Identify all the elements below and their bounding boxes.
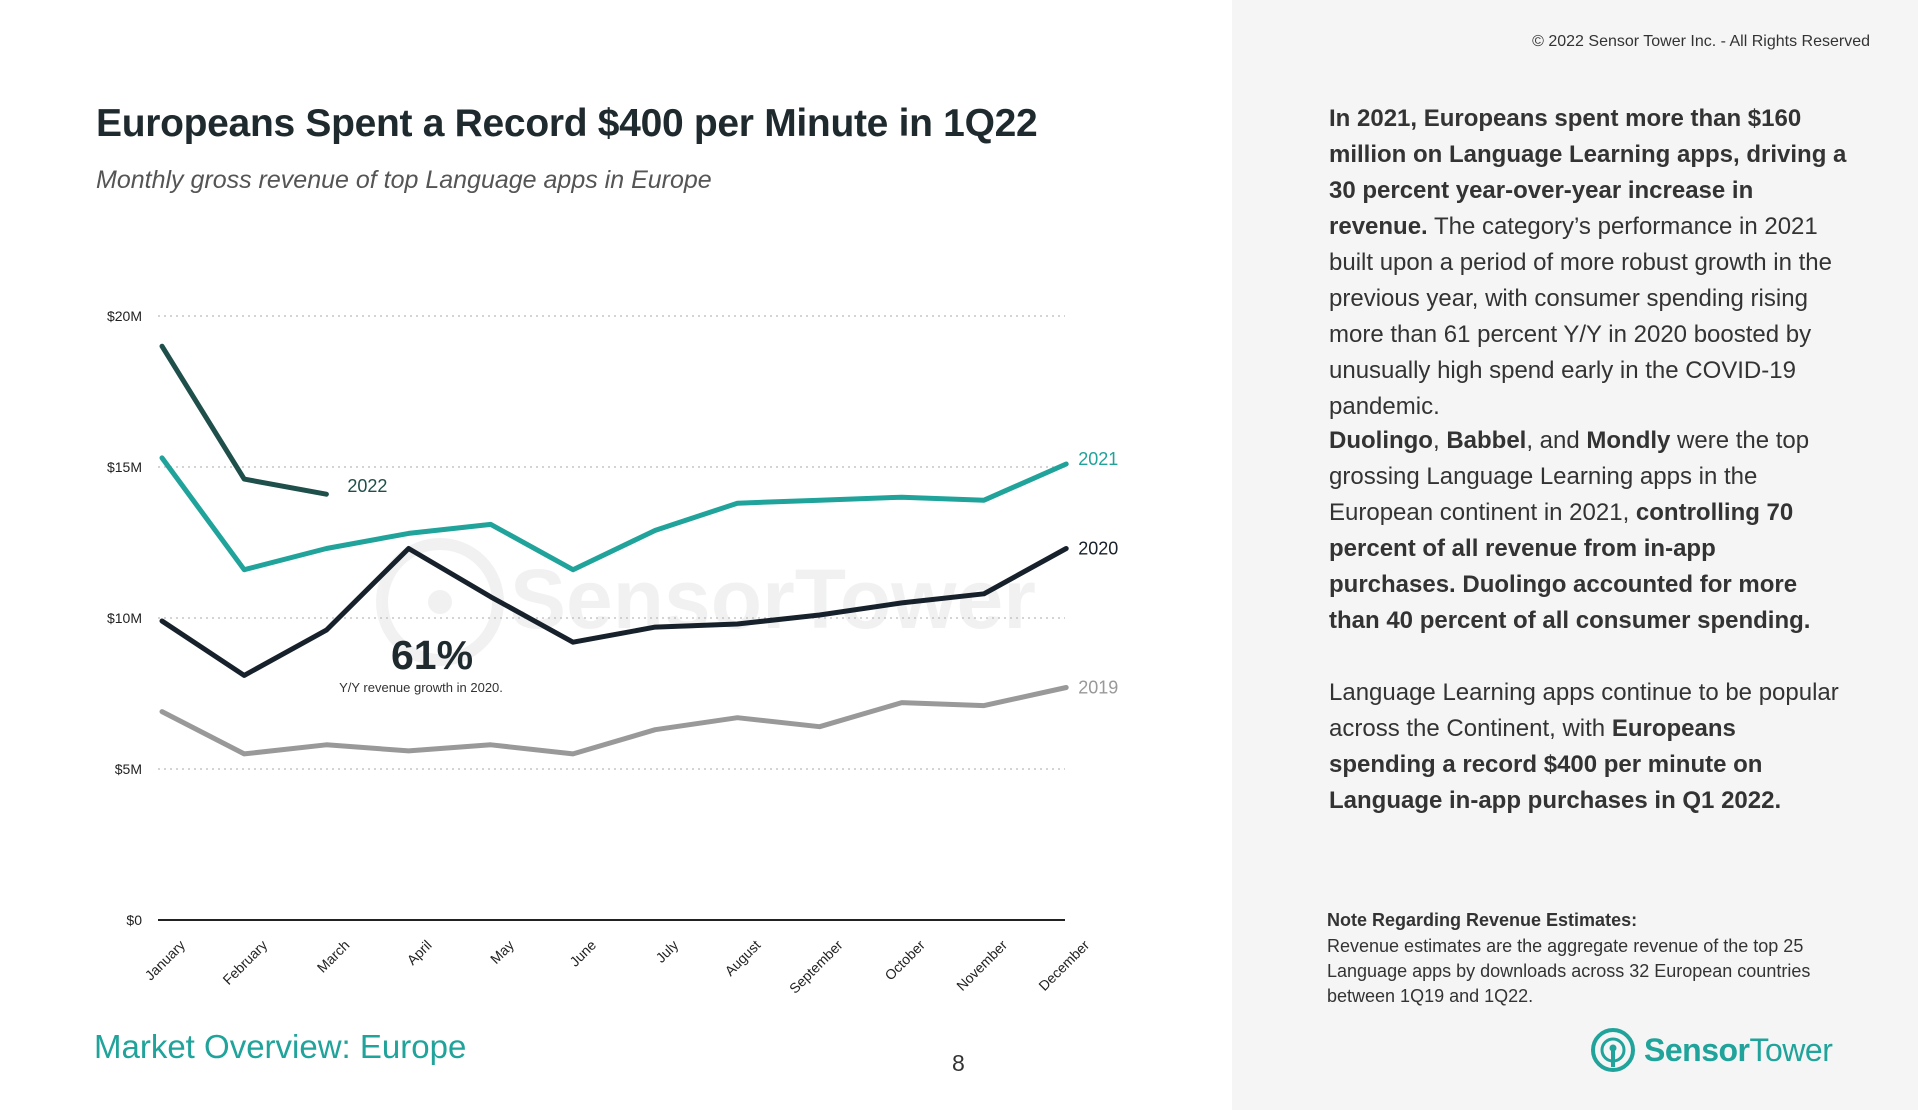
y-tick-label: $10M — [107, 610, 142, 626]
series-label-2021: 2021 — [1078, 449, 1118, 469]
chart-svg: SensorTower $0 $5M $10M $15M $20M January Febr… — [107, 308, 1118, 997]
summary-paragraph-1: In 2021, Europeans spent more than $160 … — [1329, 101, 1849, 425]
x-tick-label: November — [953, 937, 1010, 994]
y-tick-label: $0 — [126, 912, 142, 928]
paragraph-3-bold: Europeans spending a record $400 per min… — [1329, 715, 1782, 814]
x-tick-label: April — [404, 937, 435, 968]
x-tick-label: June — [566, 937, 599, 970]
series-line-2021 — [159, 455, 1069, 573]
summary-paragraph-2: Duolingo, Babbel, and Mondly were the to… — [1329, 423, 1849, 639]
copyright-notice: © 2022 Sensor Tower Inc. - All Rights Re… — [1532, 33, 1870, 50]
note-heading: Note Regarding Revenue Estimates: — [1327, 910, 1638, 930]
summary-paragraph-3: Language Learning apps continue to be po… — [1329, 675, 1849, 819]
x-tick-label: July — [652, 937, 681, 966]
x-tick-label: September — [786, 937, 846, 997]
x-tick-label: May — [487, 937, 517, 967]
y-tick-label: $5M — [115, 761, 142, 777]
chart-panel — [0, 0, 1232, 1110]
sensor-tower-logo: SensorTower — [1590, 1022, 1833, 1078]
logo-wordmark: SensorTower — [1644, 1031, 1833, 1069]
paragraph-2-bold: controlling 70 percent of all revenue fr… — [1329, 499, 1811, 634]
series-line-2022 — [159, 343, 329, 497]
series-label-2020: 2020 — [1078, 539, 1118, 559]
x-tick-label: March — [314, 937, 353, 976]
x-tick-label: August — [721, 937, 763, 979]
y-tick-label: $20M — [107, 308, 142, 324]
paragraph-1-bold: In 2021, Europeans spent more than $160 … — [1329, 105, 1847, 240]
watermark: SensorTower — [376, 538, 1036, 666]
x-tick-label: October — [881, 937, 928, 984]
sensor-tower-logo-icon — [1591, 1028, 1635, 1072]
page-title: Europeans Spent a Record $400 per Minute… — [96, 102, 1038, 145]
callout-value: 61% — [391, 632, 473, 678]
paragraph-2-text-1: , — [1432, 427, 1447, 454]
callout-caption: Y/Y revenue growth in 2020. — [339, 680, 503, 695]
watermark-logo-dot — [428, 590, 452, 614]
logo-text-bold: Sensor — [1644, 1031, 1750, 1068]
x-tick-label: December — [1035, 937, 1092, 994]
logo-text-light: Tower — [1749, 1031, 1833, 1068]
paragraph-3-text: Language Learning apps continue to be po… — [1329, 679, 1839, 742]
paragraph-2-text-2: , and — [1526, 427, 1587, 454]
page-number: 8 — [952, 1050, 965, 1076]
series-label-2022: 2022 — [347, 476, 387, 496]
x-tick-label: February — [219, 937, 270, 988]
y-tick-label: $15M — [107, 459, 142, 475]
revenue-line-chart: SensorTower $0 $5M $10M $15M $20M January Febr… — [0, 280, 1232, 1040]
paragraph-1-text: The category’s performance in 2021 built… — [1329, 213, 1832, 420]
app-name-mondly: Mondly — [1586, 427, 1671, 454]
app-name-babbel: Babbel — [1446, 427, 1527, 454]
series-label-2019: 2019 — [1078, 677, 1118, 697]
paragraph-2-text-3: were the top grossing Language Learning … — [1329, 427, 1810, 526]
series-line-2019 — [159, 685, 1069, 757]
chart-subtitle: Monthly gross revenue of top Language ap… — [96, 166, 712, 194]
text-panel — [1232, 0, 1918, 1110]
note-body: Revenue estimates are the aggregate reve… — [1327, 936, 1811, 1006]
x-tick-label: January — [142, 937, 189, 984]
app-name-duolingo: Duolingo — [1329, 427, 1433, 454]
series-line-2020 — [159, 546, 1069, 678]
footer-section-title: Market Overview: Europe — [94, 1028, 467, 1065]
